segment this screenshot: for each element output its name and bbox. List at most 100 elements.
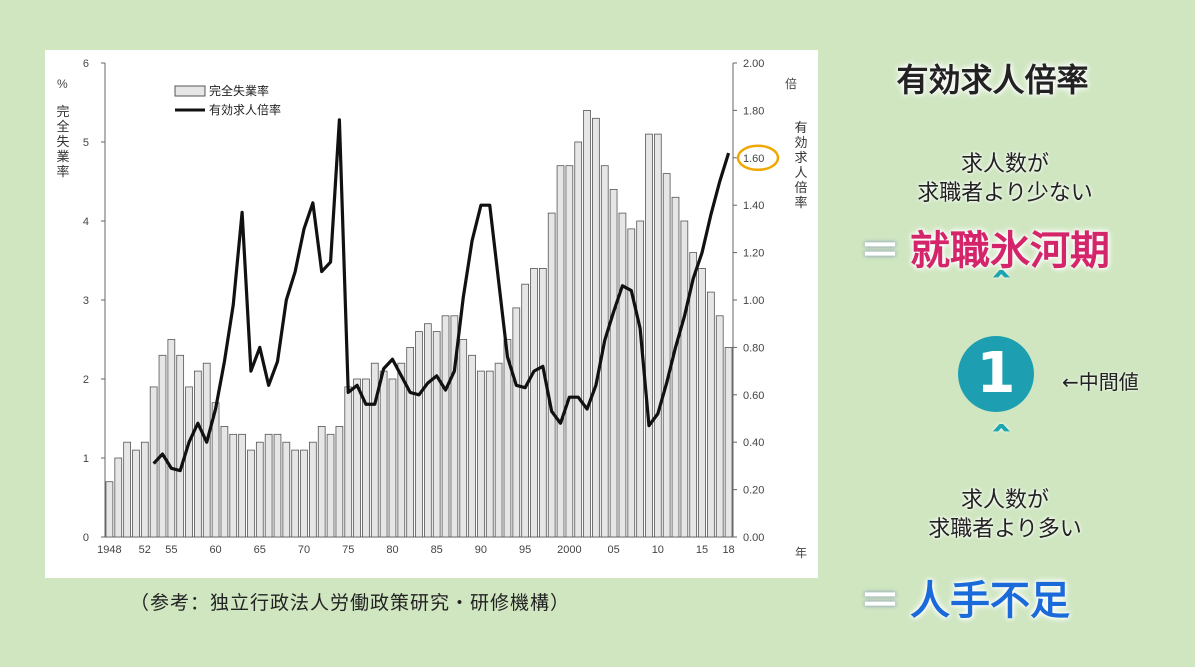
center-value-label: ←中間値 [1062,370,1139,394]
bar-1965 [255,441,264,538]
bar-1959 [202,362,211,538]
bar-1989 [468,354,476,538]
bar-1990 [477,370,485,538]
bar-2007 [627,228,636,538]
bar-1956 [176,354,185,538]
bar-1987 [450,315,459,538]
bar-2018 [724,346,733,538]
bar-2014 [689,252,698,538]
right-axis-label-char: 効 [794,135,807,150]
left-tick-label: 0 [83,532,89,544]
legend-bar-label: 完全失業率 [209,83,269,98]
x-tick-label: 90 [475,544,487,556]
bar-1983 [415,331,423,538]
highlight-ring [736,144,780,172]
bar-1951 [132,449,140,538]
right-axis-unit: 倍 [785,76,797,91]
bar-1975 [344,386,353,538]
left-axis-label-char: 業 [56,149,69,164]
left-tick-label: 2 [83,374,89,386]
bar-2013 [680,220,689,538]
right-axis-label-char: 求 [794,150,807,165]
right-tick-label: 1.80 [743,105,764,117]
top-text-line-1: 求人数が [960,152,1049,177]
left-tick-label: 5 [83,137,89,149]
left-axis-label-char: 率 [56,164,69,179]
bar-2011 [662,173,671,538]
bar-2016 [707,291,715,538]
bar-1970 [300,449,308,538]
x-tick-label: 75 [342,544,354,556]
x-tick-label: 65 [254,544,266,556]
chevron-up-icon: ＾ [979,426,1023,477]
bar-1976 [353,378,361,538]
bar-1968 [282,441,291,538]
bar-1994 [512,307,521,538]
chart: 0 1 2 3 4 5 6 0.00 0.20 0.40 0.60 0.80 1.00 1.20 1.40 1… [56,58,807,560]
left-axis-unit: % [57,77,68,91]
bar-1980 [388,378,397,538]
right-tick-label: 0.80 [743,342,764,354]
left-tick-label: 3 [83,295,89,307]
left-axis-label-char: 完 [56,104,69,119]
chevron-up-icon: ＾ [979,272,1023,323]
left-tick-label: 1 [83,453,89,465]
bottom-result-label: 人手不足 [910,578,1070,624]
bar-1971 [309,441,317,538]
bar-1962 [229,433,238,538]
bar-1972 [317,425,326,538]
bar-1954 [158,354,167,538]
bar-2008 [636,220,644,538]
bar-1949 [114,457,123,538]
right-axis-label-char: 人 [794,165,807,180]
bar-2002 [583,110,591,538]
bar-1982 [406,346,415,538]
right-axis-label-char: 率 [794,195,807,210]
bar-1998 [547,212,556,538]
bar-1999 [556,165,565,538]
x-tick-label: 95 [519,544,531,556]
bar-2015 [698,267,706,538]
job-ratio-line [152,118,731,473]
bottom-text-line-2: 求職者より多い [928,517,1082,542]
bar-2003 [592,117,600,538]
bar-1995 [521,283,529,538]
bar-1974 [335,425,344,538]
bar-1997 [538,267,547,538]
bar-1955 [167,339,176,538]
right-tick-label: 0.40 [743,437,764,449]
bar-1967 [273,433,282,538]
top-text-line-2: 求職者より少ない [917,181,1093,206]
left-axis-label-char: 失 [56,134,69,149]
x-tick-label: 1948 [97,544,121,556]
top-result-row: ＝就職氷河期 [860,218,1195,276]
right-tick-label: 1.60 [743,153,764,165]
right-tick-label: 1.40 [743,200,764,212]
bar-1950 [123,441,131,538]
bar-1977 [362,378,370,538]
bar-2010 [653,133,662,538]
chart-panel: 0 1 2 3 4 5 6 0.00 0.20 0.40 0.60 0.80 1.00 1.20 1.40 1… [45,50,818,578]
right-tick-label: 1.20 [743,248,764,260]
x-tick-label: 70 [298,544,310,556]
bottom-text-line-1: 求人数が [960,488,1049,513]
bottom-result-row: ＝人手不足 [860,568,1195,626]
x-tick-label: 05 [607,544,619,556]
x-tick-label: 2000 [557,544,581,556]
bar-1996 [530,267,538,538]
equals-sign: ＝ [860,228,900,274]
x-tick-label: 55 [165,544,177,556]
center-value-badge: 1 [958,336,1034,412]
bar-1985 [432,331,441,538]
x-tick-label: 85 [431,544,443,556]
bar-1988 [459,339,468,538]
bar-1991 [485,370,494,538]
left-tick-label: 4 [83,216,89,228]
bar-1978 [370,362,379,538]
x-tick-label: 18 [722,544,734,556]
bar-1986 [441,315,450,538]
bar-1963 [238,433,246,538]
bar-1992 [494,362,503,538]
right-tick-label: 0.00 [743,532,764,544]
x-axis-unit: 年 [795,546,807,560]
